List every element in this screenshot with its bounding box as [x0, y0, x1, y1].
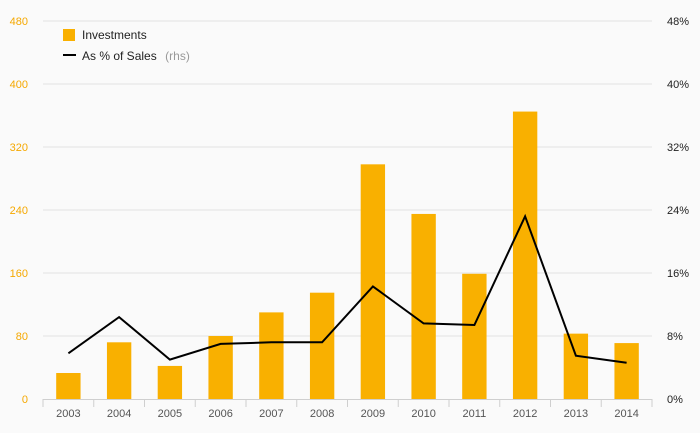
- left-tick-label: 160: [10, 268, 28, 280]
- legend-label-pct-sales: As % of Sales (rhs): [82, 47, 190, 64]
- pct-sales-line: [67, 213, 627, 364]
- gridlines: [43, 20, 652, 337]
- left-tick-label: 240: [10, 205, 28, 217]
- bar-investments: [259, 312, 284, 399]
- bar-investments: [56, 373, 81, 399]
- bar-investments: [208, 336, 233, 399]
- left-tick-label: 480: [10, 16, 28, 28]
- bar-investments: [462, 273, 487, 399]
- legend-label-pct-sales-suffix: (rhs): [165, 49, 190, 63]
- legend: Investments As % of Sales (rhs): [63, 28, 190, 64]
- x-tick-label: 2013: [564, 408, 588, 420]
- left-tick-label: 320: [10, 142, 28, 154]
- x-tick-label: 2007: [259, 408, 283, 420]
- legend-swatch-investments: [63, 29, 75, 41]
- right-tick-label: 16%: [667, 268, 689, 280]
- x-tick-label: 2005: [158, 408, 182, 420]
- bar-investments: [309, 292, 335, 399]
- x-axis-ticks: 2003 2004 2005 2006 2007 2008 2009 2010 2011 2012…: [56, 408, 639, 420]
- right-tick-label: 40%: [667, 79, 689, 91]
- x-tick-label: 2012: [513, 408, 537, 420]
- left-tick-label: 0: [22, 394, 28, 406]
- right-tick-label: 32%: [667, 142, 689, 154]
- axes: [42, 399, 653, 407]
- x-tick-label: 2009: [361, 408, 385, 420]
- line-pct-sales: [67, 213, 627, 364]
- right-tick-label: 0%: [667, 394, 683, 406]
- right-tick-label: 24%: [667, 205, 689, 217]
- left-axis-ticks: 0 80 160 240 320 400 480: [10, 16, 28, 406]
- bars: [56, 111, 639, 399]
- x-tick-label: 2010: [411, 408, 435, 420]
- bar-investments: [614, 343, 639, 399]
- legend-label-investments: Investments: [82, 28, 147, 42]
- bar-investments: [411, 213, 436, 399]
- x-tick-label: 2003: [56, 408, 80, 420]
- legend-label-pct-sales-main: As % of Sales: [82, 49, 157, 63]
- x-tick-label: 2008: [310, 408, 334, 420]
- x-tick-label: 2004: [107, 408, 131, 420]
- bar-investments: [157, 365, 183, 399]
- right-tick-label: 8%: [667, 331, 683, 343]
- left-tick-label: 80: [16, 331, 28, 343]
- bar-investments: [563, 333, 589, 399]
- left-tick-label: 400: [10, 79, 28, 91]
- right-tick-label: 48%: [667, 16, 689, 28]
- x-tick-label: 2006: [208, 408, 232, 420]
- right-axis-ticks: 0% 8% 16% 24% 32% 40% 48%: [667, 16, 689, 406]
- bar-investments: [360, 164, 386, 399]
- x-tick-label: 2011: [463, 408, 487, 420]
- bar-investments: [106, 342, 132, 399]
- x-tick-label: 2014: [614, 408, 638, 420]
- bar-investments: [512, 111, 538, 399]
